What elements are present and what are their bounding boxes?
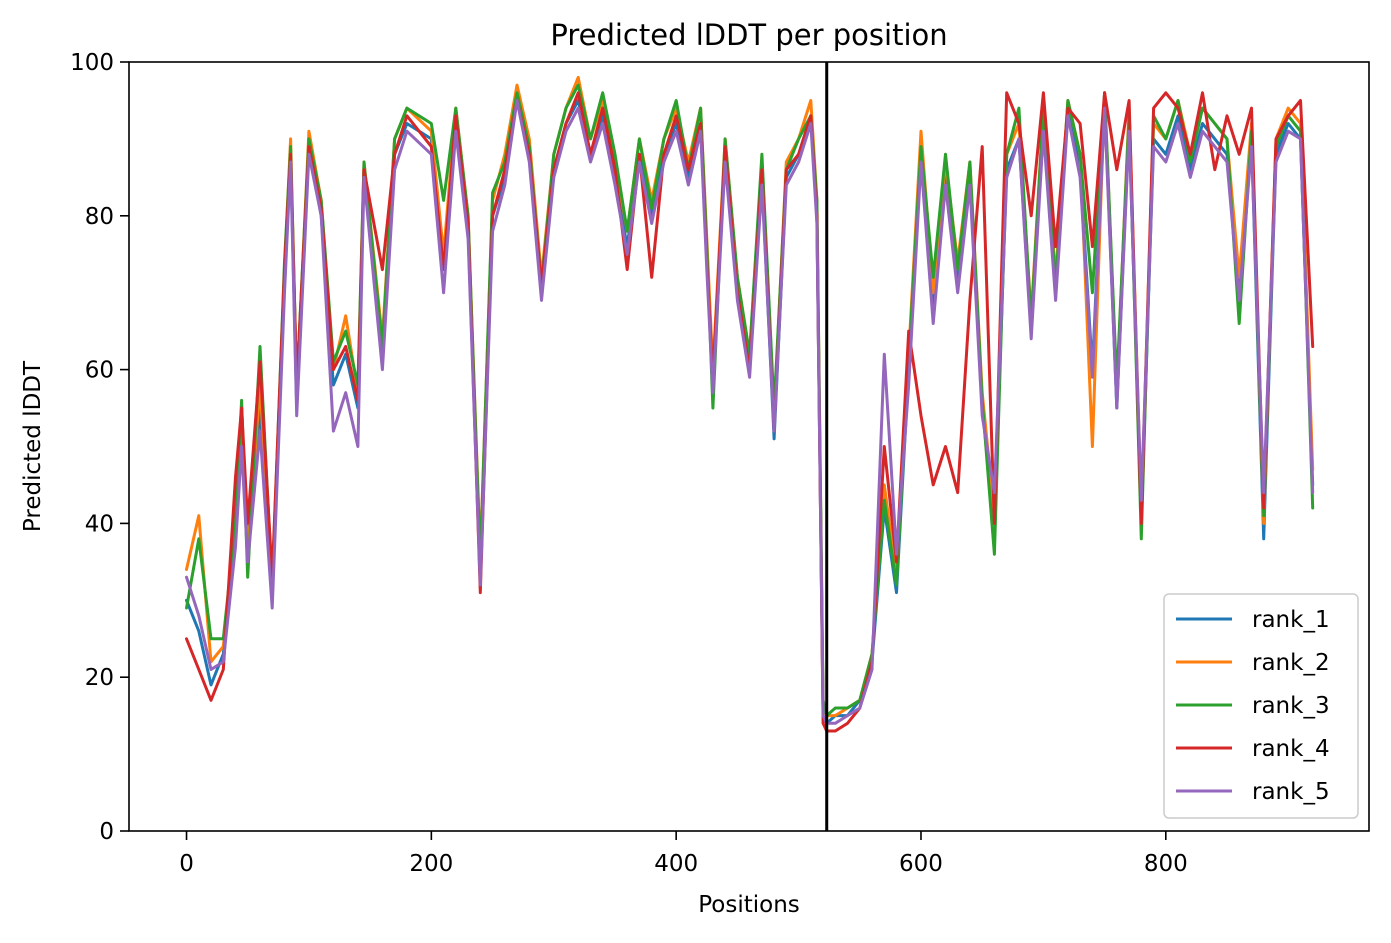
legend-label-rank_4: rank_4 (1252, 736, 1330, 762)
legend-label-rank_3: rank_3 (1252, 693, 1330, 719)
y-tick-label: 80 (85, 204, 114, 230)
x-tick-label: 200 (409, 851, 453, 877)
y-tick-label: 100 (70, 50, 114, 76)
x-tick-label: 400 (654, 851, 698, 877)
y-tick-label: 0 (99, 819, 114, 845)
legend-label-rank_5: rank_5 (1252, 779, 1330, 805)
y-axis-ticks: 0 20 40 60 80 100 (70, 50, 129, 845)
y-tick-label: 40 (85, 511, 114, 537)
x-axis-ticks: 0 200 400 600 800 (179, 831, 1188, 877)
x-axis-label: Positions (698, 892, 800, 918)
x-tick-label: 800 (1144, 851, 1188, 877)
plot-frame (128, 61, 1370, 832)
series-lines (185, 75, 1315, 733)
legend-label-rank_1: rank_1 (1252, 607, 1330, 633)
y-tick-label: 20 (85, 665, 114, 691)
chart-title: Predicted lDDT per position (550, 18, 947, 52)
x-tick-label: 0 (179, 851, 194, 877)
legend-label-rank_2: rank_2 (1252, 650, 1330, 676)
y-tick-label: 60 (85, 358, 114, 384)
series-line-rank_5 (185, 99, 1315, 725)
legend-box (1163, 593, 1359, 819)
y-axis-label: Predicted lDDT (20, 360, 46, 532)
legend: rank_1 rank_2 rank_3 rank_4 rank_5 (1163, 593, 1359, 819)
x-tick-label: 600 (899, 851, 943, 877)
